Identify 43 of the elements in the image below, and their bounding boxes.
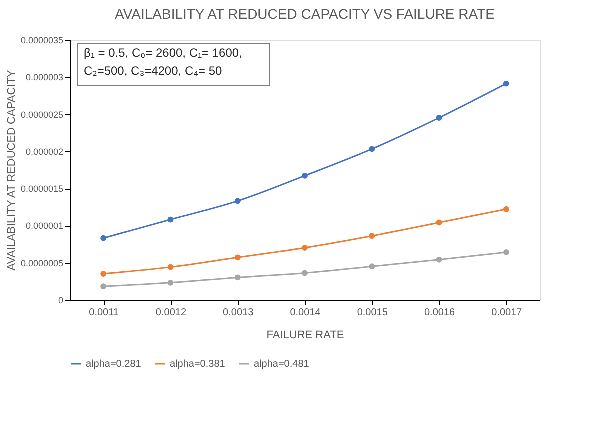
- x-tick-label: 0.0017: [492, 308, 523, 318]
- point: [168, 264, 174, 270]
- point: [503, 80, 510, 87]
- y-tick-label: 0.0000015: [20, 184, 64, 194]
- point: [234, 254, 241, 261]
- x-tick-label: 0.0014: [290, 308, 322, 318]
- point: [436, 115, 442, 121]
- y-tick-label: 0: [58, 296, 64, 306]
- y-axis-title: AVAILABILITY AT REDUCED CAPACITY: [6, 70, 18, 271]
- y-tick-label: 0.0000025: [20, 110, 64, 120]
- y-tick-label: 0.000002: [26, 146, 64, 157]
- y-tick-label: 0.0000035: [20, 36, 64, 46]
- point: [100, 271, 107, 277]
- point: [503, 250, 510, 256]
- point: [168, 216, 174, 223]
- point: [503, 206, 510, 212]
- legend-label: alpha=0.481: [254, 359, 310, 370]
- y-tick-label: 0.0000005: [20, 258, 64, 268]
- point: [234, 198, 241, 204]
- point: [302, 270, 308, 276]
- point: [100, 284, 107, 290]
- x-tick-label: 0.0015: [357, 308, 388, 318]
- point: [436, 220, 442, 226]
- point: [234, 274, 241, 281]
- y-tick-label: 0.000001: [26, 221, 64, 232]
- legend-label: alpha=0.381: [170, 359, 226, 370]
- x-tick-label: 0.0016: [424, 308, 456, 318]
- point: [302, 245, 308, 251]
- x-axis-title: FAILURE RATE: [266, 330, 344, 342]
- point: [302, 172, 308, 179]
- x-tick-label: 0.0011: [89, 308, 120, 318]
- point: [369, 264, 376, 270]
- y-tick-label: 0.000003: [26, 72, 64, 83]
- point: [168, 280, 174, 286]
- chart-title: AVAILABILITY AT REDUCED CAPACITY VS FAILURE RATE: [115, 6, 495, 22]
- point: [369, 146, 376, 152]
- legend-label: alpha=0.281: [86, 359, 142, 370]
- point: [369, 233, 376, 240]
- annotation: β₁ = 0.5, C₀= 2600, C₁= 1600, C₂=500, C₃=4200, C₄= 50: [84, 46, 242, 78]
- point: [100, 235, 107, 242]
- x-tick-label: 0.0012: [156, 308, 187, 318]
- x-tick-label: 0.0013: [223, 308, 254, 318]
- point: [436, 256, 442, 263]
